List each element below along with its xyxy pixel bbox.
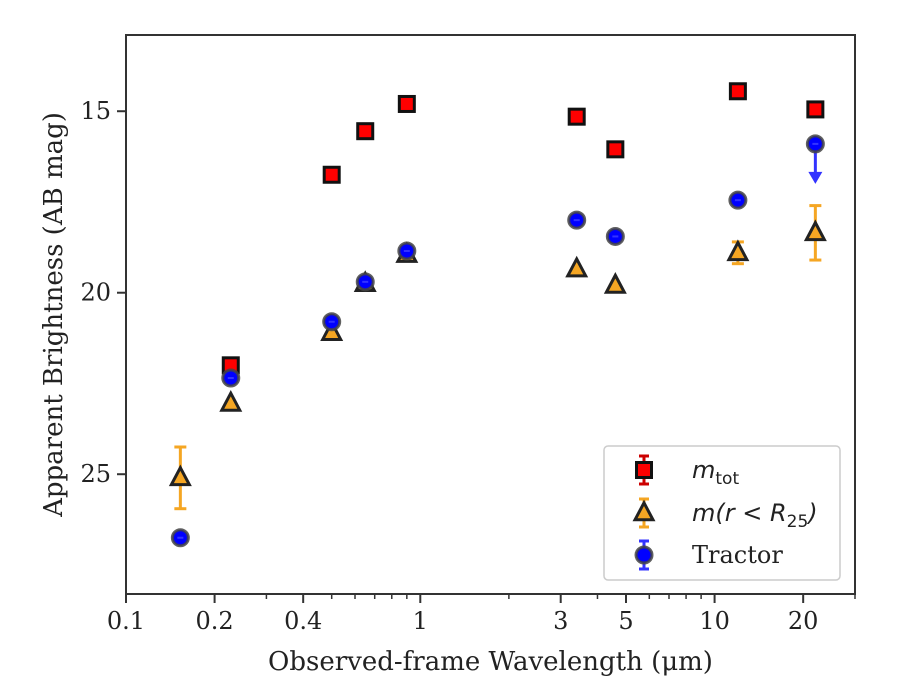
square-marker <box>567 107 586 126</box>
square-marker <box>356 122 375 141</box>
triangle-marker <box>603 272 627 294</box>
legend-entry: mtot <box>635 454 739 489</box>
x-tick-label: 1 <box>413 607 428 635</box>
legend-label: m(r < R25) <box>692 499 818 532</box>
legend-label: Tractor <box>692 541 783 569</box>
legend-entry: m(r < R25) <box>632 497 818 532</box>
upper-limit-arrow <box>808 171 823 184</box>
triangle-marker <box>803 219 827 242</box>
x-tick-label: 5 <box>618 607 633 635</box>
square-marker <box>806 100 825 119</box>
x-axis-label: Observed-frame Wavelength (μm) <box>268 647 713 677</box>
square-marker <box>728 82 747 101</box>
triangle-marker <box>168 464 192 487</box>
x-tick-label: 20 <box>788 607 819 635</box>
triangle-marker <box>565 255 589 278</box>
y-tick-label: 15 <box>80 97 111 125</box>
x-tick-label: 3 <box>553 607 568 635</box>
x-tick-label: 10 <box>699 607 730 635</box>
triangle-marker <box>726 239 750 262</box>
square-marker <box>322 165 341 184</box>
y-axis-label: Apparent Brightness (AB mag) <box>39 112 69 518</box>
series-circle <box>170 134 825 548</box>
y-tick-label: 20 <box>80 279 111 307</box>
x-tick-label: 0.4 <box>284 607 322 635</box>
legend-entry: Tractor <box>634 539 783 571</box>
y-tick-label: 25 <box>80 460 111 488</box>
square-marker <box>606 140 625 159</box>
x-tick-label: 0.1 <box>107 607 145 635</box>
circle-marker <box>634 545 654 565</box>
legend-label: mtot <box>692 456 739 489</box>
data-points <box>168 82 827 548</box>
triangle-marker <box>632 499 656 522</box>
legend: mtot m(r < R25) Tractor <box>603 445 841 581</box>
axes: 0.1 0.2 0.4 1 3 5 10 20 15 20 25 <box>80 34 856 635</box>
x-tick-label: 0.2 <box>196 607 234 635</box>
square-marker <box>635 461 653 479</box>
legend-box <box>603 445 841 581</box>
plot-frame <box>125 34 856 595</box>
triangle-marker <box>219 390 243 412</box>
square-marker <box>397 94 416 113</box>
